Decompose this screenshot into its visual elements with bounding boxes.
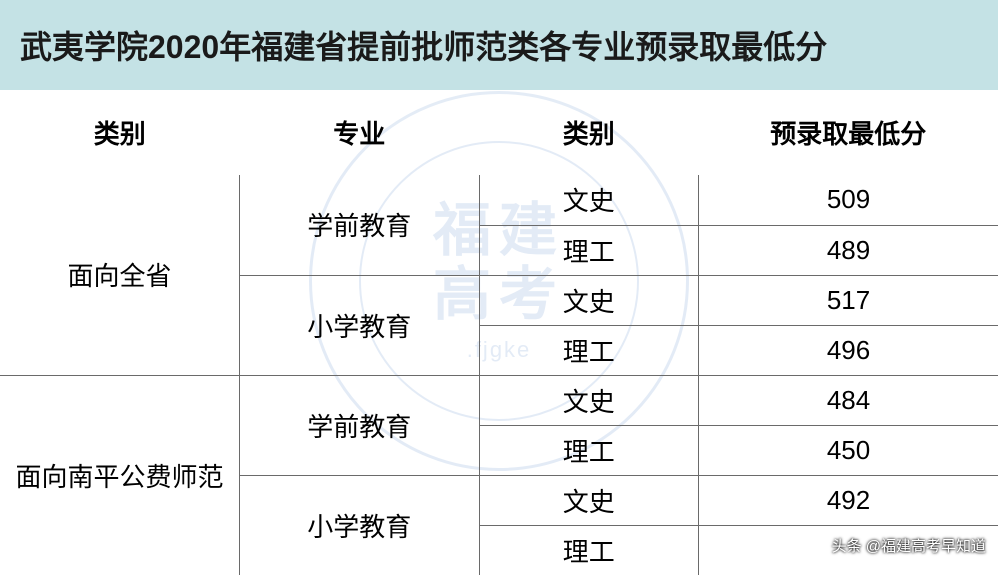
cell-score: 509 [699,175,998,225]
cell-score: 450 [699,425,998,475]
cell-score: 496 [699,325,998,375]
cell-type: 理工 [479,525,699,575]
cell-major: 学前教育 [240,375,480,475]
cell-type: 理工 [479,425,699,475]
cell-category: 面向南平公费师范 [0,375,240,575]
cell-type: 文史 [479,275,699,325]
cell-major: 小学教育 [240,275,480,375]
cell-type: 理工 [479,225,699,275]
header-score: 预录取最低分 [699,90,998,175]
header-type: 类别 [479,90,699,175]
table-header-row: 类别 专业 类别 预录取最低分 [0,90,998,175]
cell-type: 理工 [479,325,699,375]
header-category: 类别 [0,90,240,175]
cell-score: 484 [699,375,998,425]
header-major: 专业 [240,90,480,175]
table-row: 面向南平公费师范学前教育文史484 [0,375,998,425]
cell-score: 489 [699,225,998,275]
cell-score: 492 [699,475,998,525]
cell-category: 面向全省 [0,175,240,375]
cell-type: 文史 [479,375,699,425]
cell-type: 文史 [479,175,699,225]
cell-major: 小学教育 [240,475,480,575]
admission-table: 类别 专业 类别 预录取最低分 面向全省学前教育文史509理工489小学教育文史… [0,90,998,575]
attribution-text: 头条 @福建高考早知道 [832,535,986,556]
table-body: 面向全省学前教育文史509理工489小学教育文史517理工496面向南平公费师范… [0,175,998,575]
table-row: 面向全省学前教育文史509 [0,175,998,225]
cell-type: 文史 [479,475,699,525]
cell-score: 517 [699,275,998,325]
page-title: 武夷学院2020年福建省提前批师范类各专业预录取最低分 [0,0,998,90]
cell-major: 学前教育 [240,175,480,275]
